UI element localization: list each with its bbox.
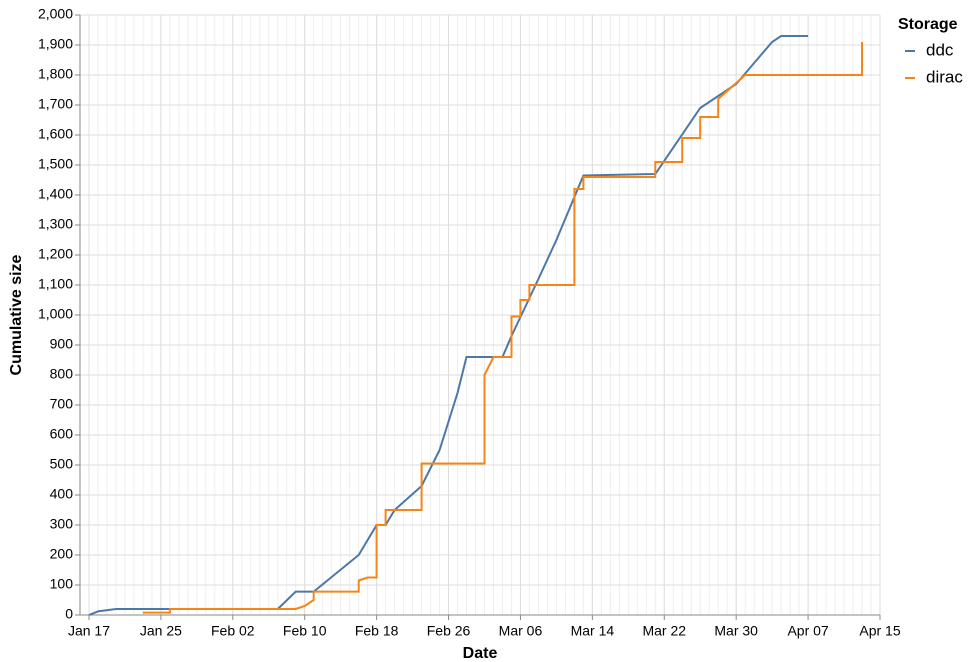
y-tick-label: 1,300 bbox=[38, 216, 73, 232]
legend-title: Storage bbox=[898, 16, 958, 33]
y-tick-label: 2,000 bbox=[38, 6, 73, 22]
x-tick-label: Apr 15 bbox=[859, 623, 900, 639]
y-tick-label: 500 bbox=[50, 456, 74, 472]
y-tick-label: 0 bbox=[65, 606, 73, 622]
x-tick-label: Feb 26 bbox=[427, 623, 471, 639]
y-tick-label: 600 bbox=[50, 426, 74, 442]
legend-label: dirac bbox=[926, 67, 963, 86]
y-tick-label: 1,700 bbox=[38, 96, 73, 112]
x-tick-label: Feb 02 bbox=[211, 623, 255, 639]
x-axis-title: Date bbox=[463, 645, 498, 662]
y-tick-label: 1,200 bbox=[38, 246, 73, 262]
series-line bbox=[142, 42, 863, 614]
x-tick-label: Mar 22 bbox=[642, 623, 686, 639]
x-tick-label: Mar 06 bbox=[499, 623, 543, 639]
y-tick-label: 900 bbox=[50, 336, 74, 352]
y-tick-label: 300 bbox=[50, 516, 74, 532]
y-tick-label: 1,000 bbox=[38, 306, 73, 322]
y-tick-label: 1,100 bbox=[38, 276, 73, 292]
legend-label: ddc bbox=[926, 40, 954, 59]
y-axis-title: Cumulative size bbox=[8, 254, 25, 375]
x-tick-label: Feb 18 bbox=[355, 623, 399, 639]
x-tick-label: Jan 17 bbox=[68, 623, 110, 639]
series-line bbox=[88, 35, 809, 616]
y-tick-label: 1,800 bbox=[38, 66, 73, 82]
y-tick-label: 200 bbox=[50, 546, 74, 562]
x-tick-label: Mar 30 bbox=[714, 623, 758, 639]
x-tick-label: Mar 14 bbox=[571, 623, 615, 639]
x-tick-label: Apr 07 bbox=[787, 623, 828, 639]
y-tick-label: 100 bbox=[50, 576, 74, 592]
y-tick-label: 1,400 bbox=[38, 186, 73, 202]
y-tick-label: 400 bbox=[50, 486, 74, 502]
y-tick-label: 1,500 bbox=[38, 156, 73, 172]
x-tick-label: Jan 25 bbox=[140, 623, 182, 639]
y-tick-label: 800 bbox=[50, 366, 74, 382]
y-tick-label: 1,600 bbox=[38, 126, 73, 142]
x-tick-label: Feb 10 bbox=[283, 623, 327, 639]
y-tick-label: 700 bbox=[50, 396, 74, 412]
y-tick-label: 1,900 bbox=[38, 36, 73, 52]
